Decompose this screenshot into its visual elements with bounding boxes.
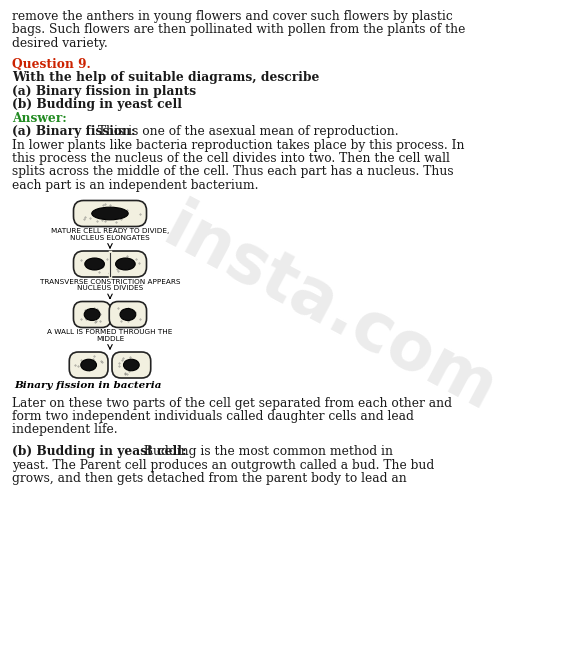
Ellipse shape [84,308,100,320]
Text: MIDDLE: MIDDLE [96,336,124,342]
Text: MATURE CELL READY TO DIVIDE,: MATURE CELL READY TO DIVIDE, [51,228,169,234]
Text: remove the anthers in young flowers and cover such flowers by plastic: remove the anthers in young flowers and … [12,10,453,23]
Text: bags. Such flowers are then pollinated with pollen from the plants of the: bags. Such flowers are then pollinated w… [12,24,466,36]
FancyBboxPatch shape [109,302,146,328]
Text: TRANSVERSE CONSTRICTION APPEARS: TRANSVERSE CONSTRICTION APPEARS [40,279,180,285]
Text: form two independent individuals called daughter cells and lead: form two independent individuals called … [12,410,414,423]
Ellipse shape [116,258,135,270]
FancyBboxPatch shape [73,200,146,227]
FancyBboxPatch shape [73,251,146,277]
FancyBboxPatch shape [73,302,111,328]
Ellipse shape [124,359,139,371]
Ellipse shape [85,258,105,270]
Text: each part is an independent bacterium.: each part is an independent bacterium. [12,179,259,192]
Text: Binary fission in bacteria: Binary fission in bacteria [14,382,162,391]
Text: In lower plants like bacteria reproduction takes place by this process. In: In lower plants like bacteria reproducti… [12,138,464,152]
Text: yeast. The Parent cell produces an outgrowth called a bud. The bud: yeast. The Parent cell produces an outgr… [12,459,434,471]
Text: NUCLEUS DIVIDES: NUCLEUS DIVIDES [77,285,143,291]
Text: independent life.: independent life. [12,424,118,436]
Ellipse shape [92,207,128,220]
Text: (b) Budding in yeast cell:: (b) Budding in yeast cell: [12,445,186,458]
Ellipse shape [81,359,97,371]
Text: A WALL IS FORMED THROUGH THE: A WALL IS FORMED THROUGH THE [47,329,173,335]
Text: Later on these two parts of the cell get separated from each other and: Later on these two parts of the cell get… [12,397,452,409]
Text: grows, and then gets detached from the parent body to lead an: grows, and then gets detached from the p… [12,472,407,485]
Text: this process the nucleus of the cell divides into two. Then the cell wall: this process the nucleus of the cell div… [12,152,450,165]
Text: splits across the middle of the cell. Thus each part has a nucleus. Thus: splits across the middle of the cell. Th… [12,165,454,179]
Text: With the help of suitable diagrams, describe: With the help of suitable diagrams, desc… [12,71,319,84]
Text: (a) Binary fission:: (a) Binary fission: [12,125,136,138]
Text: desired variety.: desired variety. [12,37,108,50]
Text: NUCLEUS ELONGATES: NUCLEUS ELONGATES [70,235,150,241]
FancyBboxPatch shape [112,352,151,378]
Text: insta.com: insta.com [153,195,507,425]
Text: Question 9.: Question 9. [12,57,91,71]
Text: This is one of the asexual mean of reproduction.: This is one of the asexual mean of repro… [94,125,399,138]
FancyBboxPatch shape [69,352,108,378]
Text: Answer:: Answer: [12,111,67,125]
Text: (b) Budding in yeast cell: (b) Budding in yeast cell [12,98,182,111]
Text: (a) Binary fission in plants: (a) Binary fission in plants [12,84,196,98]
Ellipse shape [120,308,136,320]
Text: Budding is the most common method in: Budding is the most common method in [140,445,393,458]
